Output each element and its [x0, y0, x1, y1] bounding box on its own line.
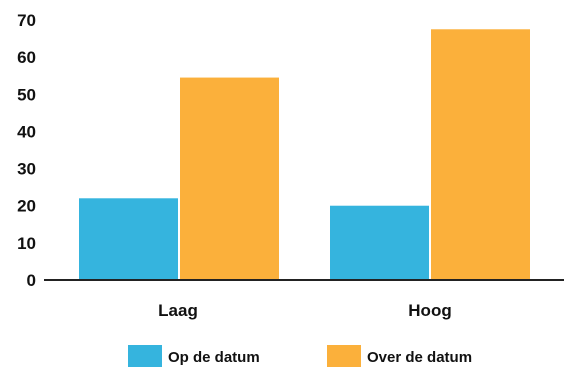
y-tick-label: 60 — [17, 48, 36, 67]
bar-hoog-over-de-datum — [431, 29, 530, 280]
legend: Op de datum Over de datum — [128, 345, 472, 367]
bar-laag-op-de-datum — [79, 198, 178, 280]
legend-swatch — [128, 345, 162, 367]
category-labels: Laag Hoog — [158, 301, 452, 320]
y-tick-label: 20 — [17, 197, 36, 216]
x-category-label: Laag — [158, 301, 198, 320]
y-tick-label: 0 — [27, 271, 36, 290]
y-axis-ticks: 0 10 20 30 40 50 60 70 — [17, 11, 36, 290]
y-tick-label: 10 — [17, 234, 36, 253]
y-tick-label: 70 — [17, 11, 36, 30]
bar-laag-over-de-datum — [180, 77, 279, 280]
legend-label: Op de datum — [168, 349, 260, 366]
x-category-label: Hoog — [408, 301, 451, 320]
legend-label: Over de datum — [367, 349, 472, 366]
y-tick-label: 40 — [17, 122, 36, 141]
bars — [79, 29, 530, 280]
y-tick-label: 50 — [17, 85, 36, 104]
legend-swatch — [327, 345, 361, 367]
bar-hoog-op-de-datum — [330, 205, 429, 280]
y-tick-label: 30 — [17, 160, 36, 179]
